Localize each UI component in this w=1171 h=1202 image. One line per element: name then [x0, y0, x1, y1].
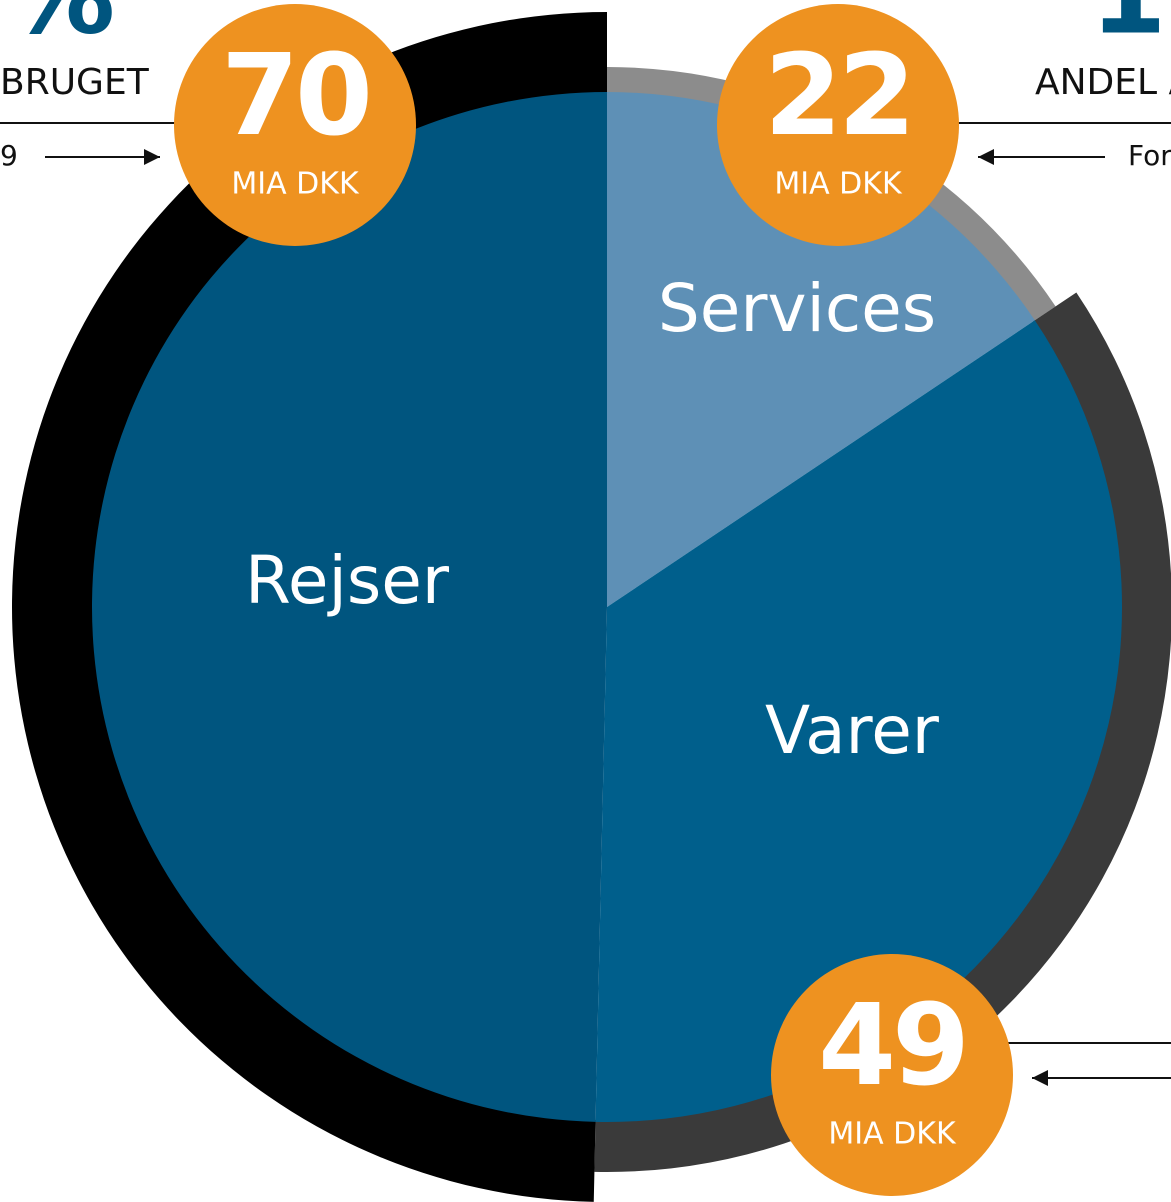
ring-segment	[11, 12, 607, 1202]
slice-label: Varer	[765, 692, 940, 769]
value-badge	[771, 954, 1013, 1196]
left-note: 9	[0, 139, 18, 172]
pie-slice	[91, 92, 608, 1122]
pie-slice	[607, 92, 1035, 607]
value-badge	[174, 4, 416, 246]
pie-slice	[595, 320, 1123, 1123]
right-title: ANDEL A	[1035, 62, 1171, 103]
unit-label: MIA DKK	[231, 167, 360, 202]
slice-label: Services	[658, 270, 936, 347]
unit-label: MIA DKK	[828, 1117, 957, 1152]
data-label: 70	[221, 31, 369, 161]
right-note: For	[1128, 139, 1171, 172]
cropped-figure: %	[5, 0, 115, 58]
unit-label: MIA DKK	[774, 167, 903, 202]
value-badge	[717, 4, 959, 246]
cropped-figure: 1	[1090, 0, 1167, 58]
data-label: 22	[764, 31, 912, 161]
slice-label: Rejser	[245, 542, 450, 619]
data-label: 49	[818, 981, 966, 1111]
left-title: BRUGET	[0, 62, 150, 103]
ring-segment	[594, 292, 1171, 1172]
